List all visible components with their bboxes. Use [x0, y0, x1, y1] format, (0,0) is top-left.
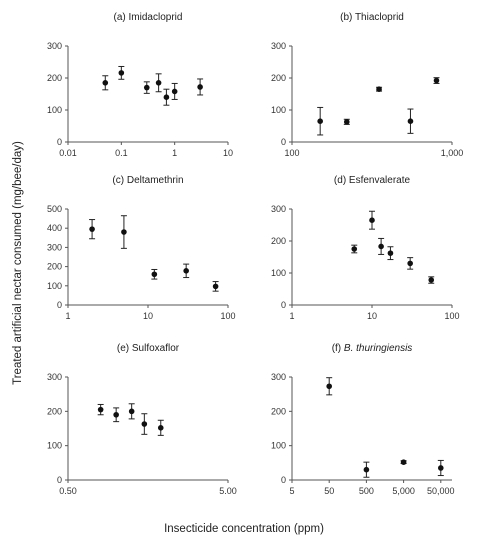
x-tick-label: 10: [223, 148, 233, 158]
chart-panel-3: (c) Deltamethrin 0 100 200 300 400 500 1 10 100: [47, 175, 236, 321]
data-point: [118, 70, 125, 76]
data-point: [163, 94, 170, 100]
panel-title: (d) Esfenvalerate: [334, 175, 411, 186]
data-point: [326, 383, 333, 390]
x-tick-label: 5.00: [219, 486, 237, 496]
x-tick-label: 5: [289, 486, 294, 496]
data-point: [351, 246, 358, 252]
y-tick-label: 0: [281, 475, 286, 485]
panel-title: (b) Thiacloprid: [340, 12, 404, 23]
data-point: [171, 88, 178, 95]
y-tick-label: 400: [47, 223, 62, 233]
y-tick-label: 0: [57, 475, 62, 485]
x-tick-label: 0.01: [59, 148, 77, 158]
x-tick-label: 0.50: [59, 486, 77, 496]
chart-panel-5: (e) Sulfoxaflor 0 100 200 300 0.50 5.00: [47, 343, 237, 496]
data-point: [183, 268, 189, 274]
data-point: [143, 84, 150, 91]
data-point: [102, 80, 109, 86]
data-point: [128, 408, 135, 415]
y-tick-label: 200: [47, 73, 62, 83]
x-axis-label: Insecticide concentration (ppm): [164, 523, 324, 535]
chart-panel-4: (d) Esfenvalerate 0 100 200 300 1 10 100: [271, 175, 460, 321]
y-tick-label: 300: [271, 41, 286, 51]
y-axis-label: Treated artificial nectar consumed (mg/b…: [12, 141, 24, 385]
data-point: [343, 119, 350, 125]
x-tick-label: 1,000: [441, 148, 464, 158]
data-point: [438, 465, 444, 471]
x-tick-label: 1: [65, 311, 70, 321]
data-point: [407, 260, 413, 267]
y-tick-label: 100: [47, 281, 62, 291]
chart-panel-1: (a) Imidacloprid 0 100 200 300 0.01 0.1 1 10: [47, 12, 233, 158]
x-tick-label: 10: [367, 311, 377, 321]
data-point: [378, 243, 384, 250]
data-point: [363, 466, 370, 473]
y-tick-label: 200: [47, 262, 62, 272]
y-tick-label: 100: [271, 268, 286, 278]
chart-panel-6: (f) B. thuringiensis 0 100 200 300 5 50 500 5,00…: [271, 343, 455, 496]
x-tick-label: 1: [172, 148, 177, 158]
panel-title: (c) Deltamethrin: [112, 175, 183, 186]
data-point: [400, 459, 407, 465]
y-tick-label: 0: [281, 300, 286, 310]
data-point: [433, 77, 440, 84]
data-point: [89, 226, 95, 232]
y-tick-label: 0: [281, 137, 286, 147]
y-tick-label: 200: [271, 406, 286, 416]
data-point: [97, 406, 104, 413]
data-point: [121, 229, 127, 235]
y-tick-label: 300: [47, 242, 62, 252]
x-tick-label: 100: [444, 311, 459, 321]
data-point: [113, 411, 119, 418]
y-tick-label: 300: [47, 41, 62, 51]
data-point: [151, 271, 158, 278]
y-tick-label: 100: [271, 105, 286, 115]
x-tick-label: 10: [143, 311, 153, 321]
y-tick-label: 300: [271, 372, 286, 382]
data-point: [369, 217, 375, 223]
data-point: [407, 118, 414, 124]
x-tick-label: 5,000: [392, 486, 415, 496]
y-tick-label: 200: [271, 73, 286, 83]
panel-title: (a) Imidacloprid: [114, 12, 183, 23]
y-tick-label: 200: [271, 236, 286, 246]
panel-title: (f) B. thuringiensis: [332, 343, 413, 354]
data-point: [141, 421, 148, 427]
y-tick-label: 0: [57, 300, 62, 310]
x-tick-label: 50: [324, 486, 334, 496]
data-point: [376, 86, 382, 92]
y-tick-label: 200: [47, 406, 62, 416]
x-tick-label: 1: [289, 311, 294, 321]
data-point: [212, 283, 219, 290]
y-tick-label: 100: [47, 105, 62, 115]
y-tick-label: 300: [271, 204, 286, 214]
x-tick-label: 50,000: [427, 486, 455, 496]
x-tick-label: 500: [359, 486, 374, 496]
x-tick-label: 100: [284, 148, 299, 158]
y-tick-label: 300: [47, 372, 62, 382]
data-point: [428, 277, 435, 283]
data-point: [317, 118, 323, 124]
y-tick-label: 100: [47, 441, 62, 451]
y-tick-label: 500: [47, 204, 62, 214]
data-point: [387, 250, 394, 256]
x-tick-label: 100: [220, 311, 235, 321]
panel-title: (e) Sulfoxaflor: [117, 343, 180, 354]
data-point: [155, 80, 162, 86]
x-tick-label: 0.1: [115, 148, 128, 158]
y-tick-label: 100: [271, 441, 286, 451]
data-point: [157, 425, 164, 431]
data-point: [197, 84, 203, 90]
y-tick-label: 0: [57, 137, 62, 147]
